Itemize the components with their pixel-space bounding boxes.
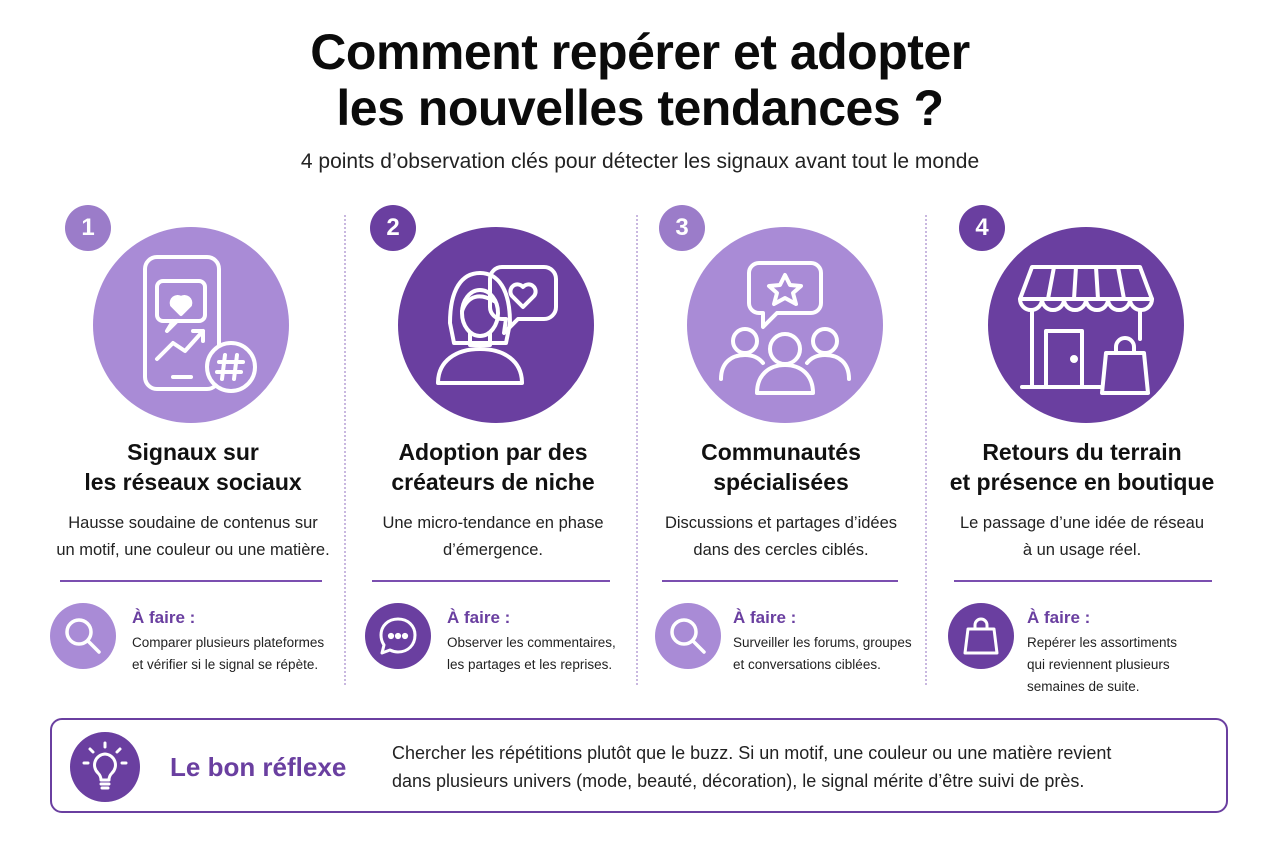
todo-text: Surveiller les forums, groupes et conver… (733, 635, 912, 672)
step-description: Hausse soudaine de contenus sur un motif… (56, 514, 330, 559)
step-specialized-communities: 3 Communautés spécialisées Discussions e… (636, 205, 926, 695)
shop-storefront-icon (988, 227, 1184, 423)
step-separator (662, 580, 898, 582)
tip-box: Le bon réflexe Chercher les répétitions … (50, 718, 1228, 813)
column-divider (636, 215, 638, 685)
todo-text: Repérer les assortiments qui reviennent … (1027, 635, 1178, 694)
chat-bubble-icon (365, 603, 431, 669)
step-niche-creators: 2 Adoption par des créateurs de niche Un… (348, 205, 638, 695)
todo-text: Comparer plusieurs plateformes et vérifi… (132, 635, 325, 672)
todo-label: À faire : (447, 608, 511, 627)
step-separator (60, 580, 322, 582)
shopping-bag-icon (948, 603, 1014, 669)
lightbulb-icon (70, 732, 140, 802)
page-title-line1: Comment repérer et adopter (310, 24, 970, 80)
step-description: Discussions et partages d’idées dans des… (664, 514, 898, 559)
community-star-icon (687, 227, 883, 423)
todo-label: À faire : (733, 608, 797, 627)
column-divider (925, 215, 927, 685)
step-separator (954, 580, 1212, 582)
search-icon (655, 603, 721, 669)
column-divider (344, 215, 346, 685)
step-description: Une micro-tendance en phase d’émergence. (382, 514, 604, 559)
step-social-signals: 1 Signaux sur les réseaux sociaux Hausse… (48, 205, 338, 695)
step-description: Le passage d’une idée de réseau à un usa… (959, 514, 1205, 559)
tip-text: Chercher les répétitions plutôt que le b… (392, 743, 1112, 791)
todo-label: À faire : (1027, 608, 1091, 627)
step-number-badge: 2 (370, 205, 416, 251)
step-title: Communautés spécialisées (701, 439, 861, 495)
search-icon (50, 603, 116, 669)
step-title: Retours du terrain et présence en boutiq… (949, 439, 1215, 495)
step-title: Signaux sur les réseaux sociaux (84, 439, 302, 495)
step-number-badge: 1 (65, 205, 111, 251)
step-title: Adoption par des créateurs de niche (391, 439, 595, 495)
page-title-line2: les nouvelles tendances ? (336, 80, 944, 136)
page-title: Comment repérer et adopter les nouvelles… (0, 24, 1280, 136)
step-field-feedback: 4 Retours du terrain et présence en bout… (937, 205, 1227, 695)
creator-speech-heart-icon (398, 227, 594, 423)
todo-label: À faire : (132, 608, 196, 627)
step-number-badge: 3 (659, 205, 705, 251)
smartphone-heart-hashtag-icon (93, 227, 289, 423)
step-number-badge: 4 (959, 205, 1005, 251)
page-subtitle: 4 points d’observation clés pour détecte… (300, 150, 980, 173)
tip-label: Le bon réflexe (170, 752, 347, 782)
step-separator (372, 580, 610, 582)
todo-text: Observer les commentaires, les partages … (447, 635, 616, 672)
